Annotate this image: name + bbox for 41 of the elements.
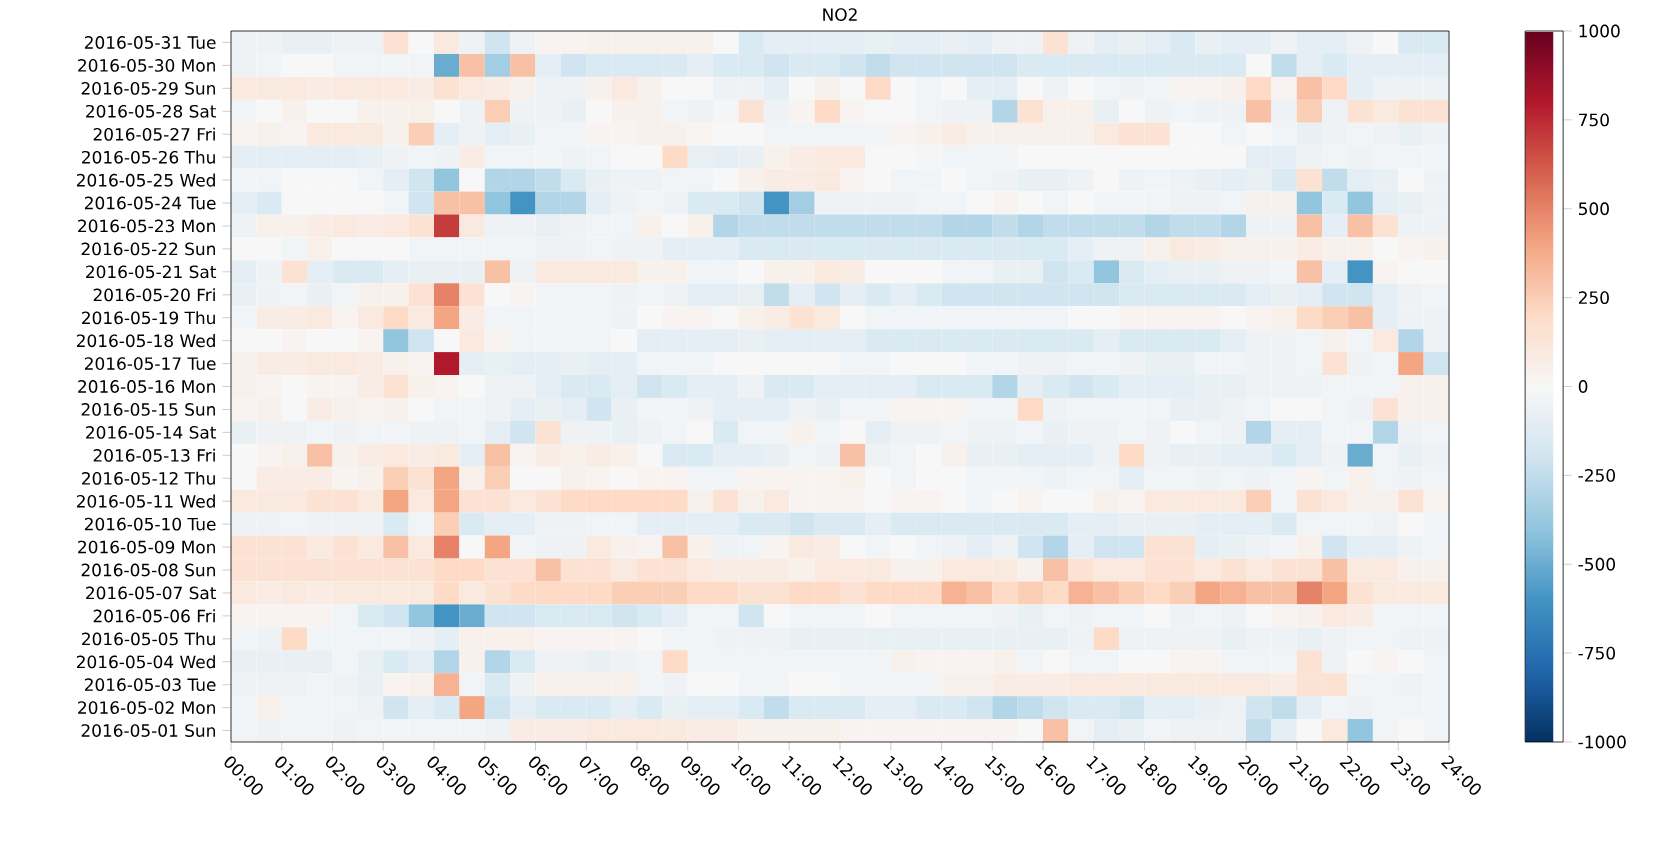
y-tick-label: 2016-05-22 Sun [81, 242, 215, 256]
y-tick-label: 2016-05-30 Mon [78, 59, 215, 72]
y-tick-label: 2016-05-13 Fri [93, 448, 215, 462]
y-tick-label: 2016-05-16 Mon [78, 380, 215, 393]
color-bar-label: 250 [1578, 291, 1609, 305]
color-bar-label: 0 [1578, 380, 1588, 393]
y-tick-label: 2016-05-19 Thu [82, 311, 215, 325]
y-tick-label: 2016-05-02 Mon [78, 701, 215, 715]
y-tick-label: 2016-05-18 Wed [76, 334, 215, 348]
y-tick-label: 2016-05-21 Sat [86, 265, 217, 279]
y-tick-label: 2016-05-29 Sun [81, 81, 215, 95]
y-tick-label: 2016-05-05 Thu [82, 632, 215, 646]
y-tick-label: 2016-05-04 Wed [76, 655, 215, 669]
y-tick-label: 2016-05-09 Mon [78, 540, 215, 554]
y-tick-label: 2016-05-12 Thu [82, 471, 215, 485]
y-tick-label: 2016-05-10 Tue [84, 517, 216, 531]
y-tick-label: 2016-05-07 Sat [86, 586, 217, 600]
color-bar-label: -1000 [1578, 735, 1626, 749]
y-tick-label: 2016-05-06 Fri [93, 609, 215, 623]
color-bar-label: 1000 [1579, 24, 1620, 38]
y-tick-label: 2016-05-25 Wed [76, 173, 215, 187]
y-tick-label: 2016-05-27 Fri [93, 127, 215, 141]
y-tick-label: 2016-05-17 Tue [84, 357, 216, 370]
color-bar-label: 750 [1579, 113, 1609, 127]
y-tick-label: 2016-05-20 Fri [93, 288, 215, 302]
y-tick-label: 2016-05-08 Sun [81, 563, 215, 577]
y-tick-label: 2016-05-11 Wed [76, 494, 215, 508]
color-bar-label: 500 [1579, 202, 1609, 216]
y-tick-label: 2016-05-15 Sun [81, 403, 215, 416]
y-tick-label: 2016-05-26 Thu [82, 150, 215, 164]
y-tick-label: 2016-05-23 Mon [78, 219, 215, 233]
color-bar-label: -250 [1578, 468, 1615, 482]
color-bar-label: -500 [1578, 557, 1615, 571]
color-bar-label: -750 [1578, 646, 1615, 660]
y-tick-label: 2016-05-24 Tue [84, 196, 216, 210]
y-tick-label: 2016-05-31 Tue [84, 36, 216, 49]
chart-title: NO2 [823, 8, 857, 21]
y-tick-label: 2016-05-03 Tue [84, 678, 216, 692]
y-tick-label: 2016-05-01 Sun [81, 724, 215, 737]
y-tick-label: 2016-05-14 Sat [86, 425, 217, 439]
y-tick-label: 2016-05-28 Sat [86, 104, 217, 118]
